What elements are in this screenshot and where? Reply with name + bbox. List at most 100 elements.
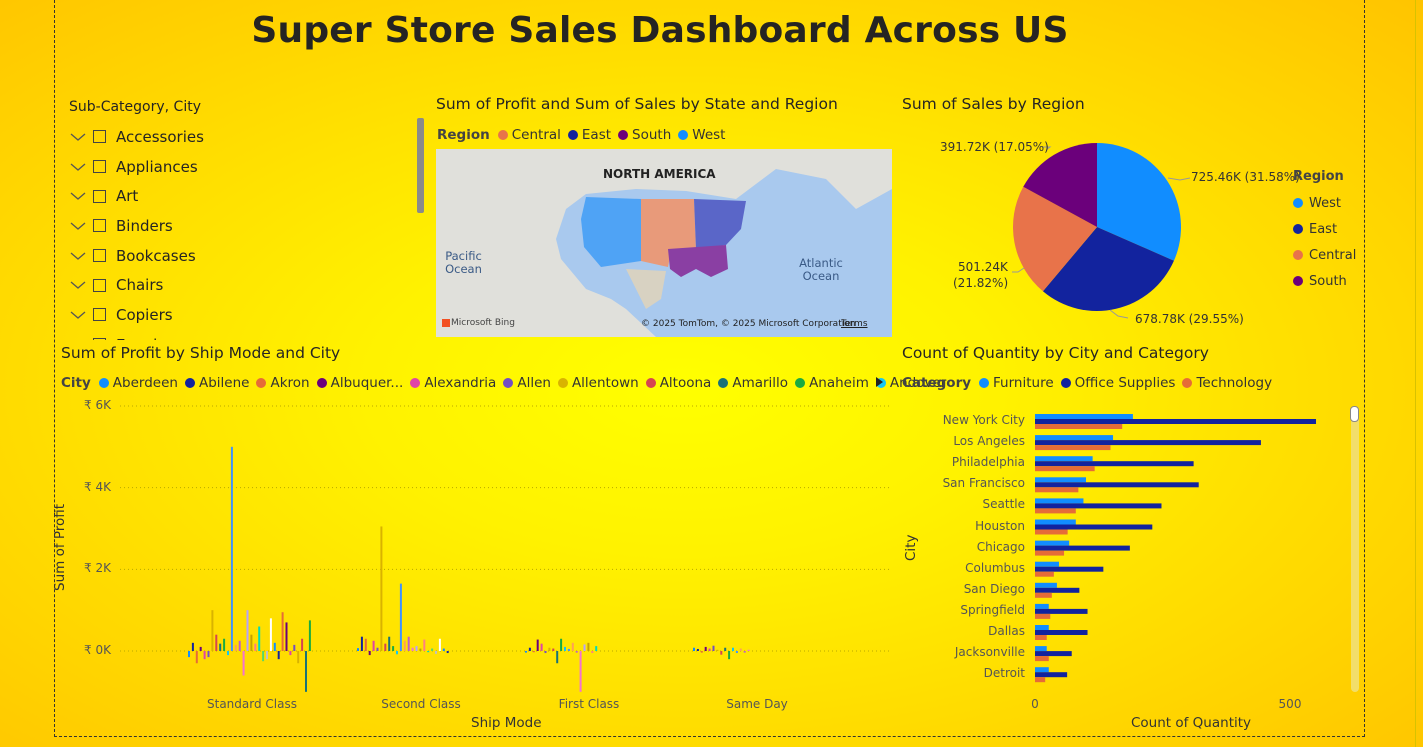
qty-bar[interactable] (1035, 566, 1104, 572)
qty-bar[interactable] (1035, 487, 1079, 493)
ship-column[interactable] (368, 651, 371, 656)
ship-column[interactable] (266, 651, 268, 660)
ship-column[interactable] (591, 651, 594, 654)
ship-column[interactable] (712, 645, 715, 651)
chevron-down-icon[interactable] (69, 217, 87, 235)
ship-column[interactable] (188, 651, 190, 658)
ship-column[interactable] (215, 634, 218, 651)
chevron-down-icon[interactable] (69, 276, 87, 294)
qty-bar[interactable] (1035, 571, 1054, 577)
ship-column[interactable] (708, 648, 711, 651)
ship-column[interactable] (438, 638, 441, 651)
qty-bar[interactable] (1035, 498, 1084, 504)
slicer-item[interactable]: Accessories (69, 122, 369, 152)
slicer-checkbox[interactable] (93, 130, 106, 144)
qty-bar[interactable] (1035, 672, 1068, 678)
ship-column[interactable] (423, 639, 426, 651)
ship-column[interactable] (301, 638, 304, 651)
ship-column[interactable] (376, 647, 379, 651)
qty-bar[interactable] (1035, 550, 1065, 556)
qty-bar[interactable] (1035, 625, 1049, 630)
ship-column[interactable] (297, 651, 300, 664)
ship-column[interactable] (735, 651, 738, 654)
ship-column[interactable] (579, 651, 582, 692)
qty-bar[interactable] (1035, 540, 1070, 546)
ship-column[interactable] (571, 642, 574, 651)
qty-bar[interactable] (1035, 630, 1088, 635)
qty-bar[interactable] (1035, 503, 1162, 509)
slicer-scrollbar[interactable] (417, 118, 424, 213)
slicer-item[interactable]: Binders (69, 211, 369, 241)
qty-bar[interactable] (1035, 456, 1093, 462)
ship-column[interactable] (273, 642, 276, 651)
us-map[interactable]: NORTH AMERICA Pacific Ocean Atlantic Oce… (436, 149, 892, 337)
ship-column[interactable] (258, 626, 261, 652)
ship-column[interactable] (536, 639, 539, 651)
ship-legend-item[interactable]: Alexandria (410, 375, 496, 391)
pie-legend-item[interactable]: East (1293, 216, 1356, 242)
ship-legend-item[interactable]: Allentown (557, 375, 639, 391)
qty-bar[interactable] (1035, 435, 1114, 441)
pie-legend-item[interactable]: Central (1293, 242, 1356, 268)
qty-bar[interactable] (1035, 466, 1095, 472)
ship-column[interactable] (739, 648, 742, 651)
ship-column[interactable] (380, 526, 383, 651)
qty-bar[interactable] (1035, 587, 1080, 593)
ship-column[interactable] (728, 651, 731, 660)
ship-column[interactable] (435, 651, 437, 654)
ship-column[interactable] (388, 636, 391, 651)
qty-bar[interactable] (1035, 677, 1046, 683)
qty-bar[interactable] (1035, 635, 1047, 640)
ship-column[interactable] (199, 646, 202, 651)
qty-bar[interactable] (1035, 482, 1199, 488)
qty-bar[interactable] (1035, 656, 1049, 662)
legend-next-arrow-icon[interactable] (873, 375, 885, 389)
ship-legend-item[interactable]: Albuquer... (316, 375, 403, 391)
qty-bar[interactable] (1035, 561, 1059, 567)
chevron-down-icon[interactable] (69, 187, 87, 205)
qty-bar[interactable] (1035, 592, 1052, 598)
qty-bar[interactable] (1035, 445, 1111, 451)
ship-legend-item[interactable]: Amarillo (718, 375, 788, 391)
ship-column[interactable] (250, 634, 253, 651)
ship-column[interactable] (567, 648, 570, 651)
ship-column[interactable] (289, 651, 292, 656)
ship-column[interactable] (246, 610, 249, 651)
qty-bar[interactable] (1035, 440, 1261, 446)
chevron-down-icon[interactable] (69, 306, 87, 324)
ship-column[interactable] (281, 612, 284, 651)
pie-legend-item[interactable]: South (1293, 268, 1356, 294)
ship-column[interactable] (552, 648, 555, 651)
ship-column[interactable] (269, 618, 272, 651)
ship-column[interactable] (525, 651, 527, 653)
ship-column[interactable] (575, 651, 578, 653)
ship-chart[interactable] (0, 0, 900, 747)
ship-legend-item[interactable]: Aberdeen (98, 375, 178, 391)
ship-column[interactable] (587, 642, 590, 651)
ship-column[interactable] (693, 647, 695, 651)
slicer-checkbox[interactable] (93, 219, 106, 233)
ship-column[interactable] (191, 642, 194, 651)
pie-slice-central[interactable] (1013, 186, 1097, 292)
qty-bar[interactable] (1035, 603, 1049, 609)
qty-scroll-thumb[interactable] (1350, 406, 1359, 422)
ship-column[interactable] (700, 651, 703, 653)
ship-column[interactable] (732, 647, 734, 651)
ship-column[interactable] (415, 646, 418, 651)
ship-column[interactable] (548, 647, 551, 651)
ship-column[interactable] (262, 651, 265, 662)
qty-legend-item[interactable]: Office Supplies (1060, 375, 1175, 391)
ship-column[interactable] (207, 651, 210, 658)
ship-column[interactable] (230, 446, 233, 651)
chevron-down-icon[interactable] (69, 247, 87, 265)
slicer-checkbox[interactable] (93, 189, 106, 203)
ship-column[interactable] (195, 651, 198, 664)
slicer-checkbox[interactable] (93, 338, 106, 340)
ship-legend-item[interactable]: Akron (256, 375, 310, 391)
ship-column[interactable] (396, 651, 398, 655)
ship-column[interactable] (544, 651, 547, 654)
ship-column[interactable] (720, 651, 723, 655)
ship-column[interactable] (583, 644, 586, 651)
ship-column[interactable] (211, 610, 214, 651)
ship-column[interactable] (364, 638, 367, 651)
